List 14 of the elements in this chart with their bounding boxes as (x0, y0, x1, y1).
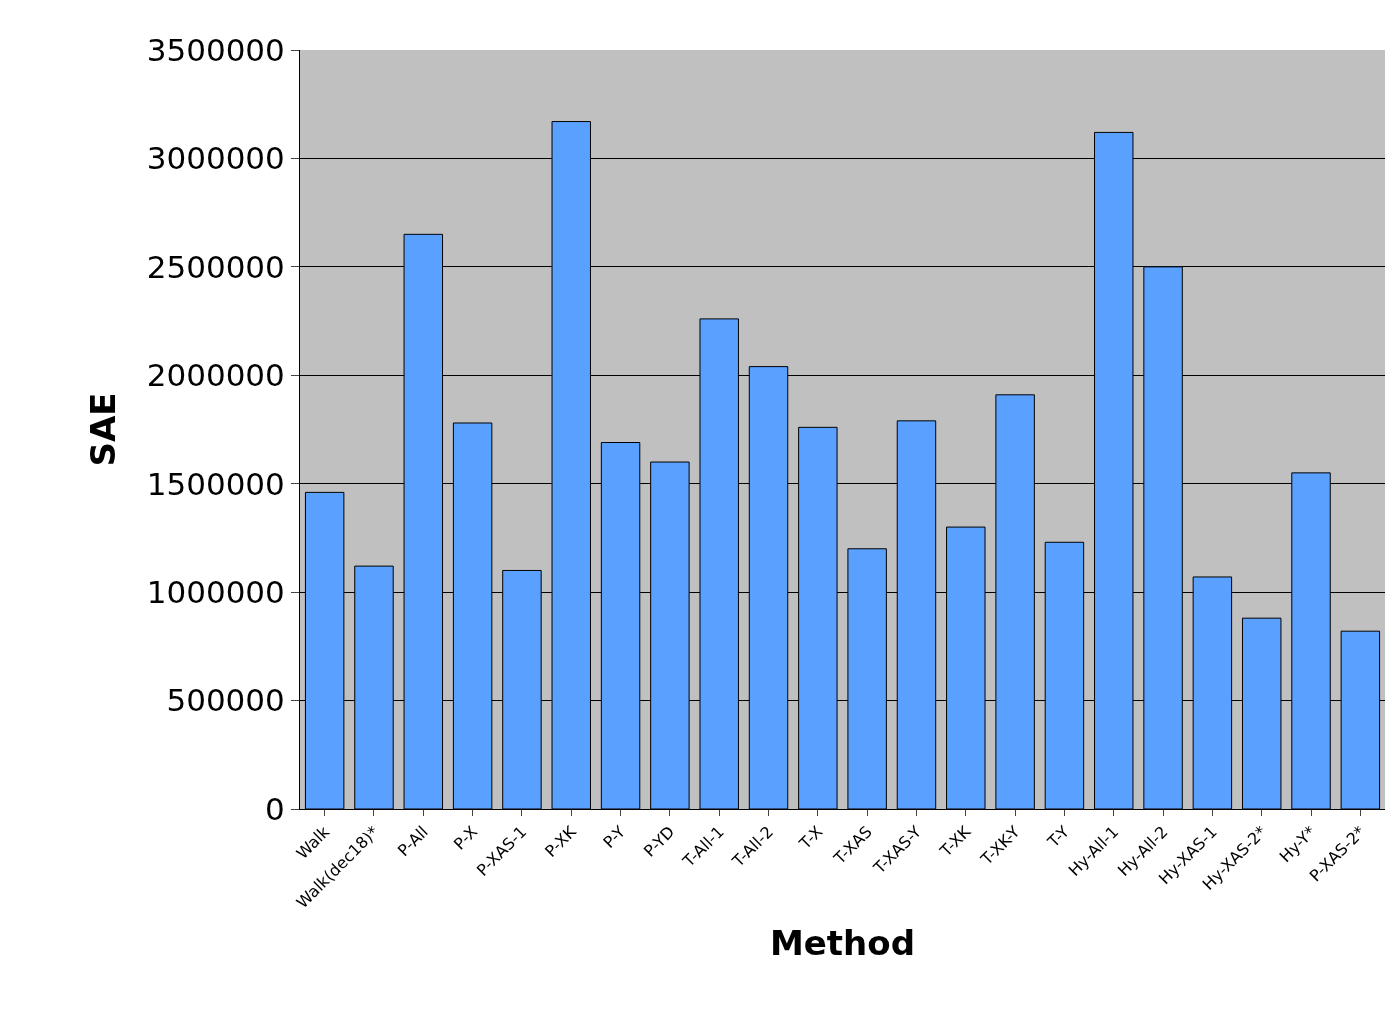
x-axis-title: Method (769, 923, 916, 964)
y-tick-label: 0 (265, 790, 285, 827)
y-tick-label: 3500000 (146, 31, 285, 68)
x-tick-label: P-Y (599, 822, 630, 852)
x-tick-label: T-Y (1043, 822, 1074, 852)
y-tick-label: 2000000 (146, 357, 285, 394)
x-tick-label: P-X (449, 822, 482, 854)
y-tick-label: 2500000 (146, 248, 285, 285)
y-tick-label: 1000000 (146, 573, 285, 610)
y-tick-label: 1500000 (146, 465, 285, 502)
y-tick-label: 500000 (166, 682, 285, 719)
x-tick-label: T-X (795, 822, 827, 854)
y-tick-label: 3000000 (146, 140, 285, 177)
y-axis-title: SAE (83, 392, 124, 467)
